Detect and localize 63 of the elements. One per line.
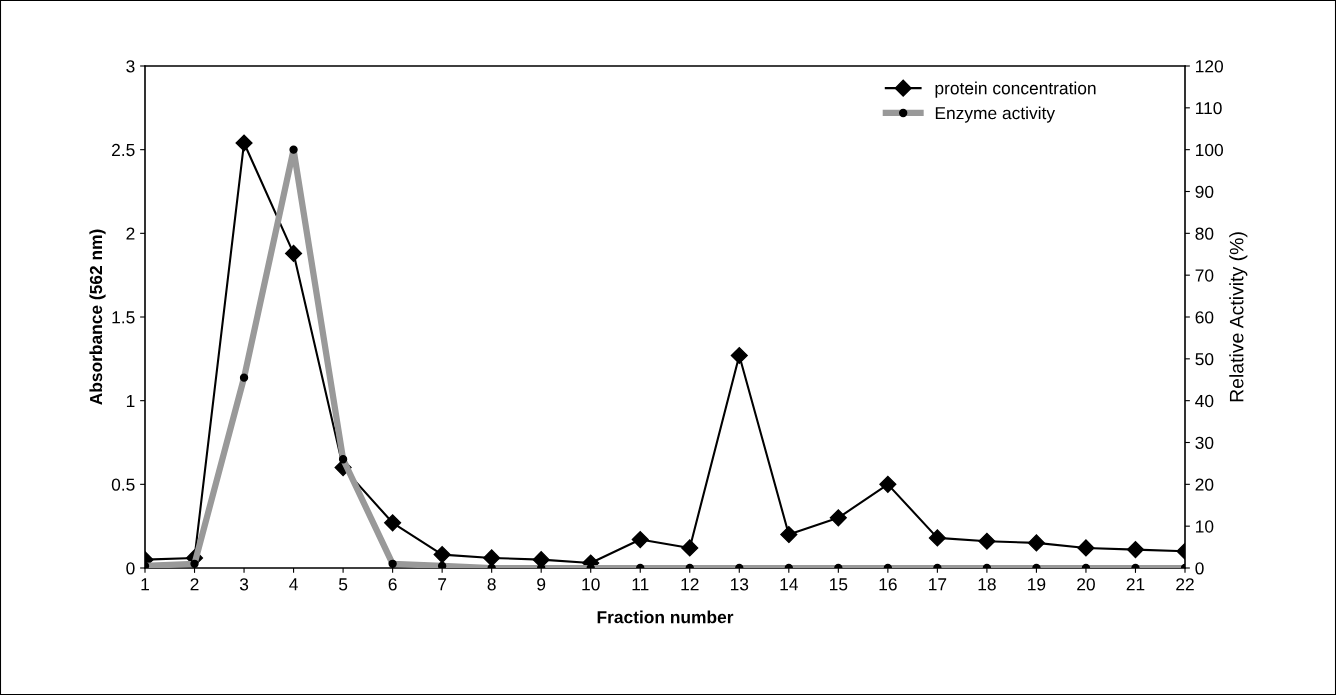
point <box>928 529 946 547</box>
point <box>285 244 303 262</box>
y2-tick-label: 80 <box>1195 227 1214 240</box>
x-tick-label: 3 <box>239 578 249 591</box>
y-tick-label: 3 <box>126 60 135 73</box>
point <box>829 509 847 527</box>
point <box>483 549 501 567</box>
y2-tick-label: 20 <box>1195 478 1214 491</box>
y-tick-label: 2.5 <box>112 143 135 157</box>
x-tick-label: 2 <box>190 578 199 591</box>
y2-tick-label: 70 <box>1195 269 1214 282</box>
y2-axis-title: Relative Activity (%) <box>1229 232 1248 402</box>
y-tick-label: 2 <box>126 227 135 240</box>
point <box>433 546 451 564</box>
x-tick-label: 17 <box>929 578 947 591</box>
x-tick-label: 12 <box>681 578 699 591</box>
y2-tick-label: 60 <box>1195 311 1214 324</box>
x-tick-label: 6 <box>388 578 397 591</box>
x-tick-label: 8 <box>487 578 496 591</box>
y2-tick-label: 40 <box>1195 394 1214 408</box>
x-tick-label: 13 <box>730 578 749 591</box>
legend-label: protein concentration <box>935 81 1096 98</box>
legend-label: Enzyme activity <box>935 106 1056 123</box>
point <box>235 134 253 152</box>
point <box>1126 541 1145 559</box>
y2-tick-label: 100 <box>1196 143 1224 157</box>
x-tick-label: 14 <box>780 578 798 591</box>
x-tick-label: 4 <box>289 578 298 591</box>
x-tick-label: 9 <box>537 578 546 591</box>
point <box>631 531 649 549</box>
x-tick-label: 20 <box>1077 578 1095 591</box>
y2-tick-label: 90 <box>1195 185 1214 198</box>
point <box>879 475 897 493</box>
x-tick-label: 1 <box>141 578 149 591</box>
point <box>978 532 996 550</box>
y-tick-label: 0 <box>126 562 135 575</box>
point <box>780 525 798 544</box>
y-axis-title: Absorbance (562 nm) <box>89 229 106 405</box>
y2-tick-label: 10 <box>1196 520 1214 533</box>
x-axis-title: Fraction number <box>597 610 734 624</box>
point <box>1027 534 1045 552</box>
y2-tick-label: 30 <box>1195 436 1214 449</box>
x-tick-label: 18 <box>978 578 996 591</box>
point <box>730 346 748 365</box>
point <box>1077 539 1095 557</box>
x-tick-label: 10 <box>582 578 600 591</box>
y2-tick-label: 50 <box>1195 353 1214 366</box>
x-tick-label: 11 <box>632 578 649 591</box>
y2-tick-label: 110 <box>1196 102 1222 115</box>
x-tick-label: 7 <box>438 578 447 591</box>
point <box>681 539 699 557</box>
x-tick-label: 19 <box>1028 578 1046 591</box>
x-tick-label: 15 <box>830 578 848 591</box>
y-tick-label: 1.5 <box>112 311 135 324</box>
x-tick-label: 16 <box>879 578 897 591</box>
point <box>384 514 402 532</box>
y-tick-label: 1 <box>126 395 135 407</box>
y-tick-label: 0.5 <box>111 478 135 491</box>
x-tick-label: 21 <box>1126 578 1145 591</box>
x-tick-label: 22 <box>1176 578 1194 591</box>
y2-tick-label: 120 <box>1196 60 1224 73</box>
x-tick-label: 5 <box>338 578 348 591</box>
y2-tick-label: 0 <box>1195 562 1204 575</box>
